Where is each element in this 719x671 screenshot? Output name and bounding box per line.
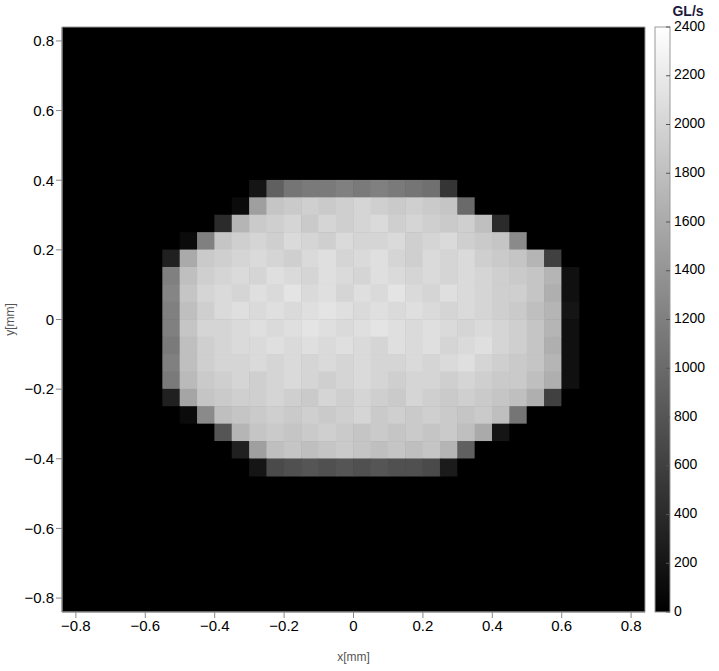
svg-text:0.6: 0.6 [33,102,54,119]
svg-text:1800: 1800 [674,164,705,180]
svg-text:0.4: 0.4 [482,617,503,634]
svg-text:400: 400 [674,505,698,521]
svg-text:y[mm]: y[mm] [3,303,17,336]
svg-text:−0.2: −0.2 [269,617,299,634]
svg-text:0.6: 0.6 [551,617,572,634]
svg-text:800: 800 [674,408,698,424]
svg-text:−0.4: −0.4 [24,450,54,467]
svg-text:1400: 1400 [674,261,705,277]
svg-text:GL/s: GL/s [672,3,703,19]
svg-text:2000: 2000 [674,115,705,131]
svg-text:1600: 1600 [674,213,705,229]
svg-text:1200: 1200 [674,310,705,326]
svg-text:x[mm]: x[mm] [337,650,370,664]
svg-text:−0.4: −0.4 [200,617,230,634]
svg-text:2200: 2200 [674,66,705,82]
svg-text:0: 0 [46,311,54,328]
svg-text:200: 200 [674,554,698,570]
svg-text:0.8: 0.8 [621,617,642,634]
svg-text:600: 600 [674,456,698,472]
svg-text:−0.8: −0.8 [24,589,54,606]
svg-text:−0.6: −0.6 [130,617,160,634]
svg-text:1000: 1000 [674,359,705,375]
svg-text:0.4: 0.4 [33,172,54,189]
svg-text:0.8: 0.8 [33,32,54,49]
svg-text:−0.2: −0.2 [24,380,54,397]
svg-text:−0.6: −0.6 [24,520,54,537]
svg-text:0: 0 [349,617,357,634]
svg-text:0.2: 0.2 [33,241,54,258]
svg-text:0: 0 [674,603,682,619]
svg-text:−0.8: −0.8 [61,617,91,634]
svg-text:2400: 2400 [674,18,705,34]
svg-text:0.2: 0.2 [412,617,433,634]
